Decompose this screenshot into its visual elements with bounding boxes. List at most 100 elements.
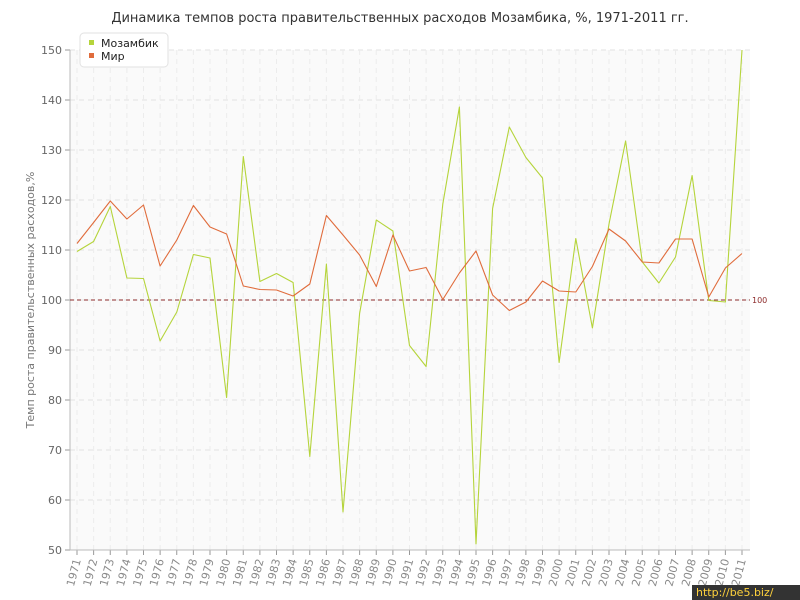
data-point-world — [142, 203, 146, 207]
data-point-world — [291, 294, 295, 298]
data-point-mozambique — [158, 339, 162, 343]
data-point-mozambique — [424, 365, 428, 369]
y-tick-label: 150 — [41, 44, 62, 57]
data-point-world — [707, 295, 711, 299]
y-tick-labels: 50 60 70 80 90 100 110 120 130 140 150 — [41, 44, 62, 557]
data-point-world — [358, 253, 362, 257]
data-point-world — [657, 261, 661, 265]
data-point-world — [590, 265, 594, 269]
data-point-world — [457, 271, 461, 275]
data-point-world — [308, 282, 312, 286]
data-point-world — [275, 288, 279, 292]
data-point-mozambique — [391, 229, 395, 233]
data-point-world — [225, 232, 229, 236]
data-point-world — [541, 279, 545, 283]
grid — [70, 49, 750, 550]
series-lines — [75, 48, 744, 546]
data-point-mozambique — [541, 176, 545, 180]
data-point-world — [258, 288, 262, 292]
data-point-world — [441, 298, 445, 302]
data-point-world — [424, 266, 428, 270]
legend: Мозамбик Мир — [79, 32, 169, 68]
data-point-mozambique — [324, 262, 328, 266]
data-point-mozambique — [590, 326, 594, 330]
data-point-world — [324, 214, 328, 218]
data-point-mozambique — [723, 300, 727, 304]
data-point-world — [391, 233, 395, 237]
data-point-mozambique — [241, 155, 245, 159]
y-tick-label: 140 — [41, 94, 62, 107]
legend-label-world: Мир — [101, 50, 125, 63]
data-point-world — [740, 252, 744, 256]
data-point-mozambique — [175, 310, 179, 314]
data-point-mozambique — [491, 207, 495, 211]
data-point-mozambique — [557, 361, 561, 365]
data-point-world — [108, 199, 112, 203]
data-point-mozambique — [291, 281, 295, 285]
data-point-mozambique — [607, 222, 611, 226]
data-point-mozambique — [341, 510, 345, 514]
data-point-world — [374, 285, 378, 289]
y-tick-label: 70 — [48, 444, 62, 457]
data-point-mozambique — [690, 174, 694, 178]
data-point-mozambique — [358, 312, 362, 316]
data-point-world — [640, 260, 644, 264]
data-point-mozambique — [408, 344, 412, 348]
x-tick-labels: 1971197219731974197519761977197819791980… — [64, 557, 749, 587]
data-point-mozambique — [75, 250, 79, 254]
watermark-link[interactable]: http://be5.biz/ — [692, 585, 800, 600]
data-point-mozambique — [657, 281, 661, 285]
data-point-mozambique — [191, 253, 195, 257]
legend-swatch-world — [89, 53, 94, 58]
y-tick-label: 130 — [41, 144, 62, 157]
data-point-mozambique — [374, 218, 378, 222]
data-point-mozambique — [208, 256, 212, 260]
data-point-world — [208, 225, 212, 229]
series-line-mozambique — [76, 49, 743, 545]
reference-line: 100 — [70, 296, 767, 305]
data-point-world — [624, 239, 628, 243]
legend-box — [79, 32, 169, 68]
legend-label-mozambique: Мозамбик — [101, 37, 159, 50]
series-line-world — [76, 200, 743, 312]
data-point-world — [524, 300, 528, 304]
data-point-world — [474, 249, 478, 253]
y-tick-label: 90 — [48, 344, 62, 357]
data-point-mozambique — [474, 542, 478, 546]
data-point-mozambique — [507, 125, 511, 129]
data-point-mozambique — [674, 255, 678, 259]
data-point-world — [491, 293, 495, 297]
data-point-mozambique — [308, 455, 312, 459]
data-point-mozambique — [707, 299, 711, 303]
y-tick-label: 80 — [48, 394, 62, 407]
data-point-world — [191, 204, 195, 208]
data-point-mozambique — [92, 240, 96, 244]
data-point-mozambique — [524, 156, 528, 160]
data-point-mozambique — [441, 202, 445, 206]
y-tick-label: 120 — [41, 194, 62, 207]
data-point-world — [92, 221, 96, 225]
data-point-mozambique — [225, 396, 229, 400]
data-point-mozambique — [125, 276, 129, 280]
data-point-world — [557, 289, 561, 293]
y-tick-label: 100 — [41, 294, 62, 307]
data-point-mozambique — [275, 272, 279, 276]
data-point-world — [507, 309, 511, 313]
x-tick-label: 2011 — [729, 557, 749, 587]
data-point-world — [241, 284, 245, 288]
data-point-world — [674, 237, 678, 241]
data-point-mozambique — [574, 237, 578, 241]
data-point-mozambique — [740, 48, 744, 52]
y-tick-label: 110 — [41, 244, 62, 257]
y-axis-label: Темп роста правительственных расходов,% — [24, 172, 37, 430]
data-point-world — [158, 264, 162, 268]
y-tick-label: 60 — [48, 494, 62, 507]
data-point-world — [690, 237, 694, 241]
data-point-mozambique — [108, 205, 112, 209]
chart-title: Динамика темпов роста правительственных … — [111, 11, 688, 26]
data-point-mozambique — [258, 280, 262, 284]
data-point-world — [75, 242, 79, 246]
data-point-world — [408, 269, 412, 273]
y-tick-label: 50 — [48, 544, 62, 557]
